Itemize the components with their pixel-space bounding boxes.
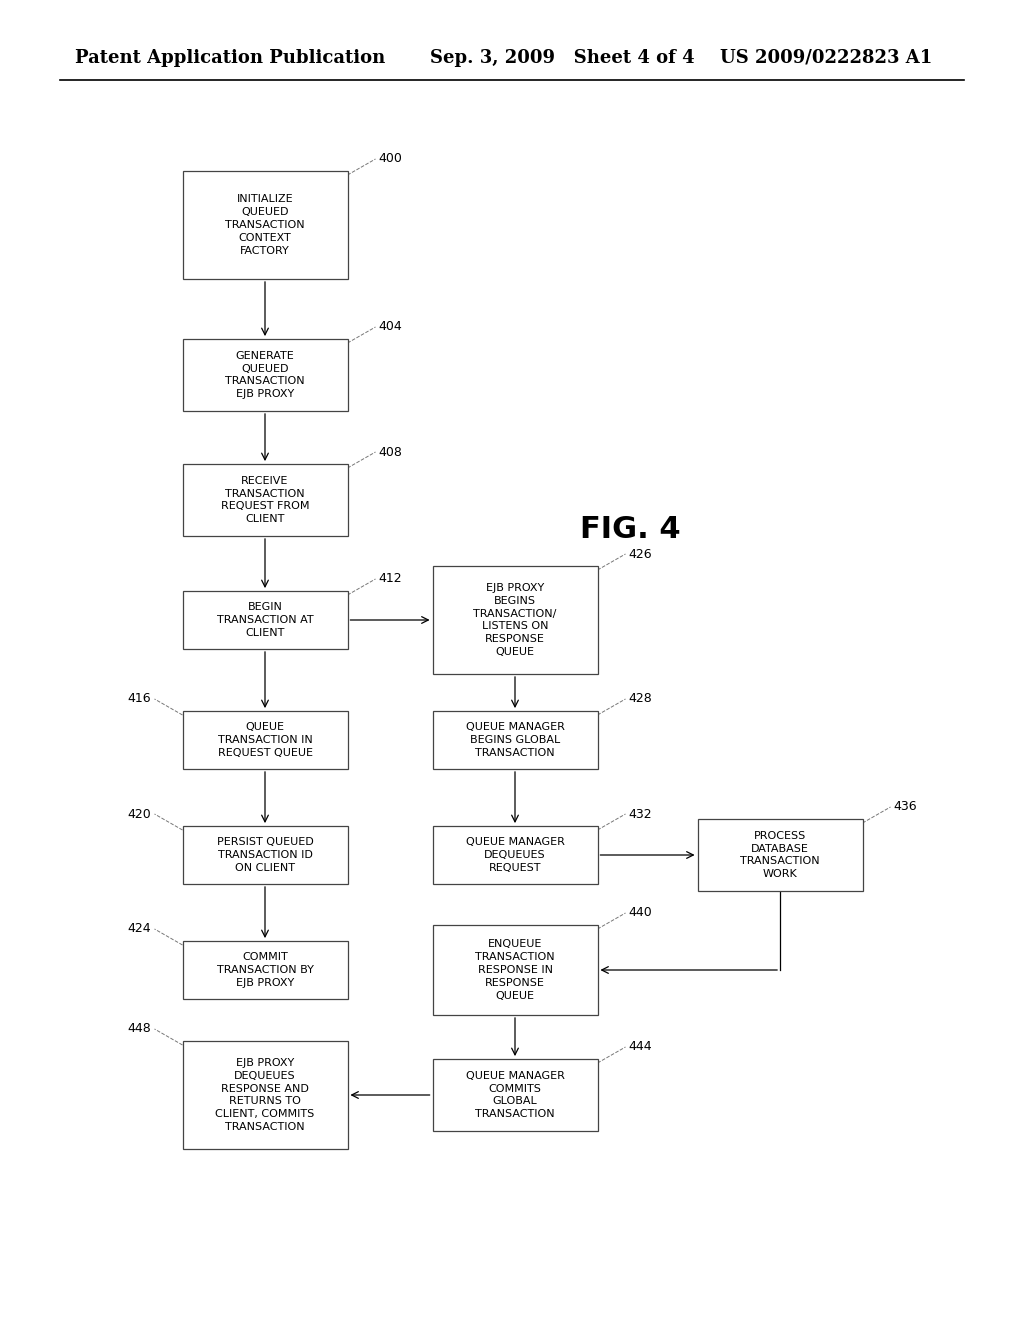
Text: 428: 428 xyxy=(629,693,652,705)
Bar xyxy=(182,339,347,411)
Bar xyxy=(432,566,597,675)
Text: 432: 432 xyxy=(629,808,652,821)
Bar xyxy=(432,826,597,884)
Text: Sep. 3, 2009   Sheet 4 of 4: Sep. 3, 2009 Sheet 4 of 4 xyxy=(430,49,694,67)
Text: RECEIVE
TRANSACTION
REQUEST FROM
CLIENT: RECEIVE TRANSACTION REQUEST FROM CLIENT xyxy=(221,475,309,524)
Bar xyxy=(182,172,347,279)
Text: 420: 420 xyxy=(128,808,152,821)
Text: QUEUE MANAGER
COMMITS
GLOBAL
TRANSACTION: QUEUE MANAGER COMMITS GLOBAL TRANSACTION xyxy=(466,1071,564,1119)
Text: 424: 424 xyxy=(128,923,152,936)
Text: 444: 444 xyxy=(629,1040,652,1053)
Text: COMMIT
TRANSACTION BY
EJB PROXY: COMMIT TRANSACTION BY EJB PROXY xyxy=(216,952,313,987)
Text: 412: 412 xyxy=(379,573,402,586)
Text: QUEUE MANAGER
DEQUEUES
REQUEST: QUEUE MANAGER DEQUEUES REQUEST xyxy=(466,837,564,873)
Bar xyxy=(432,1059,597,1131)
Text: GENERATE
QUEUED
TRANSACTION
EJB PROXY: GENERATE QUEUED TRANSACTION EJB PROXY xyxy=(225,351,305,399)
Bar xyxy=(182,711,347,770)
Text: EJB PROXY
BEGINS
TRANSACTION/
LISTENS ON
RESPONSE
QUEUE: EJB PROXY BEGINS TRANSACTION/ LISTENS ON… xyxy=(473,583,557,657)
Text: 426: 426 xyxy=(629,548,652,561)
Bar xyxy=(432,711,597,770)
Bar xyxy=(182,941,347,999)
Text: FIG. 4: FIG. 4 xyxy=(580,516,680,544)
Text: INITIALIZE
QUEUED
TRANSACTION
CONTEXT
FACTORY: INITIALIZE QUEUED TRANSACTION CONTEXT FA… xyxy=(225,194,305,256)
Text: PROCESS
DATABASE
TRANSACTION
WORK: PROCESS DATABASE TRANSACTION WORK xyxy=(740,830,820,879)
Text: ENQUEUE
TRANSACTION
RESPONSE IN
RESPONSE
QUEUE: ENQUEUE TRANSACTION RESPONSE IN RESPONSE… xyxy=(475,940,555,1001)
Bar xyxy=(182,591,347,649)
Text: 416: 416 xyxy=(128,693,152,705)
Text: EJB PROXY
DEQUEUES
RESPONSE AND
RETURNS TO
CLIENT, COMMITS
TRANSACTION: EJB PROXY DEQUEUES RESPONSE AND RETURNS … xyxy=(215,1059,314,1133)
Bar xyxy=(697,818,862,891)
Bar xyxy=(182,1041,347,1148)
Bar xyxy=(182,826,347,884)
Text: 448: 448 xyxy=(128,1023,152,1035)
Text: BEGIN
TRANSACTION AT
CLIENT: BEGIN TRANSACTION AT CLIENT xyxy=(217,602,313,638)
Text: Patent Application Publication: Patent Application Publication xyxy=(75,49,385,67)
Text: 436: 436 xyxy=(894,800,918,813)
Text: 440: 440 xyxy=(629,907,652,920)
Text: PERSIST QUEUED
TRANSACTION ID
ON CLIENT: PERSIST QUEUED TRANSACTION ID ON CLIENT xyxy=(217,837,313,873)
Text: US 2009/0222823 A1: US 2009/0222823 A1 xyxy=(720,49,932,67)
Text: QUEUE
TRANSACTION IN
REQUEST QUEUE: QUEUE TRANSACTION IN REQUEST QUEUE xyxy=(217,722,312,758)
Bar xyxy=(182,465,347,536)
Text: 400: 400 xyxy=(379,153,402,165)
Text: QUEUE MANAGER
BEGINS GLOBAL
TRANSACTION: QUEUE MANAGER BEGINS GLOBAL TRANSACTION xyxy=(466,722,564,758)
Text: 408: 408 xyxy=(379,446,402,458)
Bar xyxy=(432,925,597,1015)
Text: 404: 404 xyxy=(379,321,402,334)
